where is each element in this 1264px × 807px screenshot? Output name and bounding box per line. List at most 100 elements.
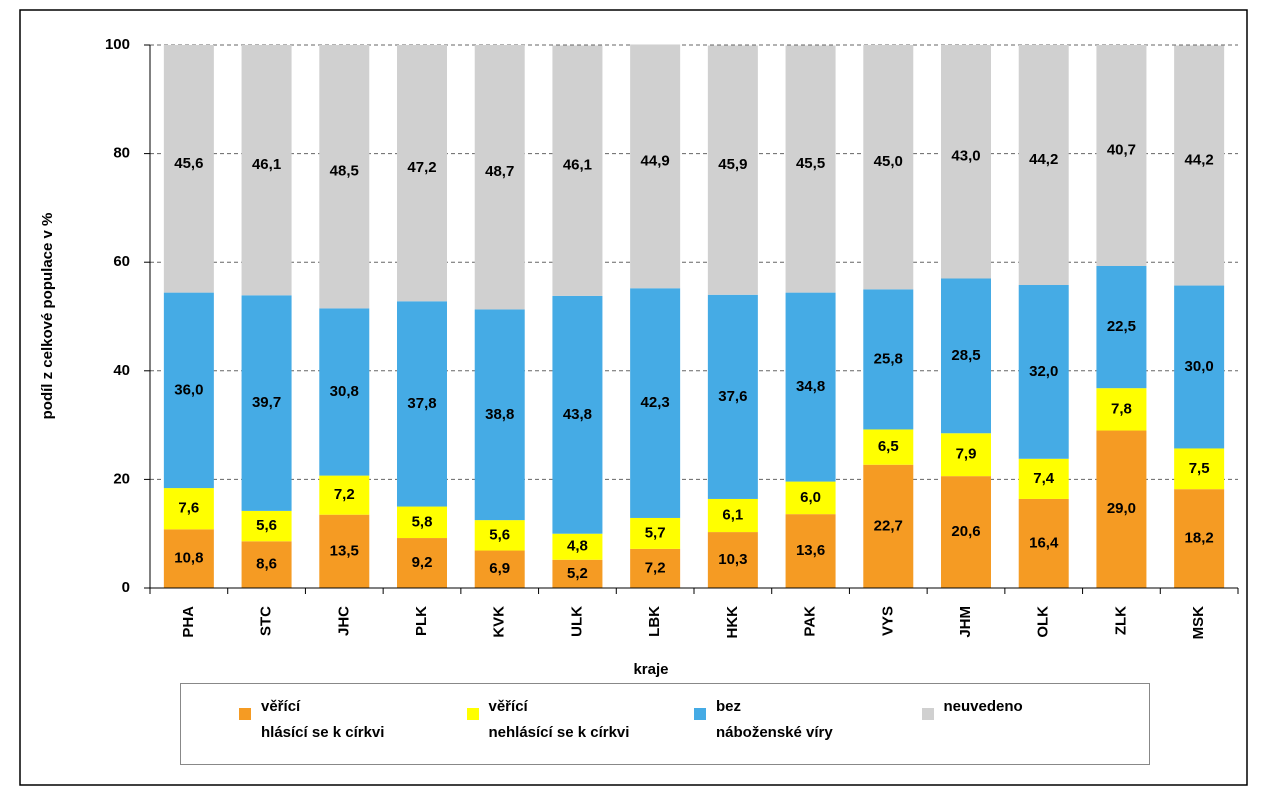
bar-segment — [474, 550, 525, 588]
x-tick-label: STC — [258, 606, 275, 636]
legend-label: neuvedeno — [943, 698, 1023, 715]
value-label: 45,9 — [718, 156, 747, 173]
x-tick-label: OLK — [1035, 606, 1052, 638]
bar-segment — [163, 529, 214, 588]
x-tick-label: HKK — [724, 606, 741, 639]
y-tick-label: 60 — [113, 253, 130, 270]
chart-frame — [19, 9, 1248, 786]
y-tick-label: 20 — [113, 470, 130, 487]
value-label: 28,5 — [951, 347, 980, 364]
value-label: 7,5 — [1189, 460, 1210, 477]
value-label: 45,0 — [874, 153, 903, 170]
legend-swatch — [694, 708, 706, 720]
x-tick-label: VYS — [879, 606, 896, 636]
bar-segment — [1096, 45, 1147, 267]
value-label: 7,6 — [178, 500, 199, 517]
value-label: 39,7 — [252, 394, 281, 411]
bar-segment — [1018, 285, 1069, 459]
bar-segment — [1096, 430, 1147, 588]
bar-segment — [163, 45, 214, 293]
bar-segment — [319, 45, 370, 309]
value-label: 6,9 — [489, 560, 510, 577]
bar-segment — [241, 45, 292, 296]
value-label: 18,2 — [1185, 530, 1214, 547]
bar-segment — [863, 289, 914, 430]
legend-item: věřící hlásící se k církvi — [239, 698, 467, 764]
value-label: 25,8 — [874, 350, 903, 367]
bar-segment — [941, 433, 991, 477]
legend-item: neuvedeno — [921, 698, 1150, 764]
value-label: 38,8 — [485, 406, 514, 423]
value-label: 6,5 — [878, 438, 899, 455]
value-label: 13,6 — [796, 542, 825, 559]
value-label: 5,7 — [645, 524, 666, 541]
bar-segment — [630, 548, 681, 588]
x-tick-label: PAK — [802, 606, 819, 637]
x-tick-label: PLK — [413, 606, 430, 636]
x-tick-label: LBK — [646, 606, 663, 637]
value-label: 37,6 — [718, 388, 747, 405]
bar-segment — [707, 532, 758, 588]
bar-segment — [474, 520, 525, 551]
bar-segment — [1018, 45, 1069, 286]
bar-segment — [941, 476, 991, 588]
bar-segment — [241, 541, 292, 588]
legend-swatch — [921, 708, 934, 720]
bar-segment — [941, 278, 991, 434]
legend-swatch — [466, 708, 479, 720]
value-label: 32,0 — [1029, 363, 1058, 380]
value-label: 44,2 — [1185, 152, 1214, 169]
value-label: 7,8 — [1111, 400, 1132, 417]
value-label: 22,7 — [874, 517, 903, 534]
value-label: 30,0 — [1185, 358, 1214, 375]
value-label: 13,5 — [330, 542, 359, 559]
bar-segment — [397, 538, 447, 588]
x-tick-label: PHA — [180, 606, 197, 638]
value-label: 42,3 — [641, 394, 670, 411]
value-label: 9,2 — [412, 554, 433, 571]
bar-segment — [785, 514, 836, 588]
y-tick-label: 0 — [122, 579, 130, 596]
value-label: 20,6 — [951, 523, 980, 540]
value-label: 5,6 — [489, 526, 510, 543]
value-label: 5,2 — [567, 565, 588, 582]
bar-segment — [630, 44, 681, 289]
legend-label: věřící nehlásící se k církvi — [488, 698, 630, 741]
value-label: 6,1 — [722, 506, 743, 523]
bar-segment — [941, 45, 991, 279]
value-label: 43,0 — [951, 148, 980, 165]
x-tick-label: ZLK — [1112, 606, 1129, 635]
value-label: 46,1 — [252, 156, 281, 173]
value-label: 7,2 — [645, 559, 666, 576]
bar-segment — [863, 45, 914, 290]
bar-segment — [1174, 448, 1225, 490]
y-tick-label: 80 — [113, 145, 130, 162]
bar-segment — [785, 292, 836, 482]
bar-segment — [552, 533, 603, 560]
bar-segment — [1096, 266, 1147, 389]
value-label: 29,0 — [1107, 500, 1136, 517]
bar-segment — [163, 488, 214, 530]
x-tick-label: MSK — [1190, 606, 1207, 640]
bar-segment — [163, 292, 214, 489]
bar-segment — [863, 464, 914, 588]
bar-segment — [785, 45, 836, 293]
value-label: 6,0 — [800, 489, 821, 506]
legend-label: věřící hlásící se k církvi — [261, 698, 385, 741]
value-label: 16,4 — [1029, 534, 1059, 551]
legend-swatch — [239, 708, 251, 720]
bar-segment — [863, 429, 914, 465]
bar-segment — [552, 45, 603, 296]
bar-segment — [1174, 285, 1225, 449]
bar-segment — [241, 510, 292, 542]
y-tick-label: 40 — [113, 362, 130, 379]
bar-segment — [707, 498, 758, 533]
value-label: 5,8 — [412, 513, 433, 530]
value-label: 4,8 — [567, 538, 588, 555]
y-tick-label: 100 — [105, 36, 130, 53]
bar-segment — [319, 308, 370, 476]
y-axis-label: podíl z celkové populace v % — [39, 213, 56, 420]
x-axis-label: kraje — [633, 661, 668, 678]
